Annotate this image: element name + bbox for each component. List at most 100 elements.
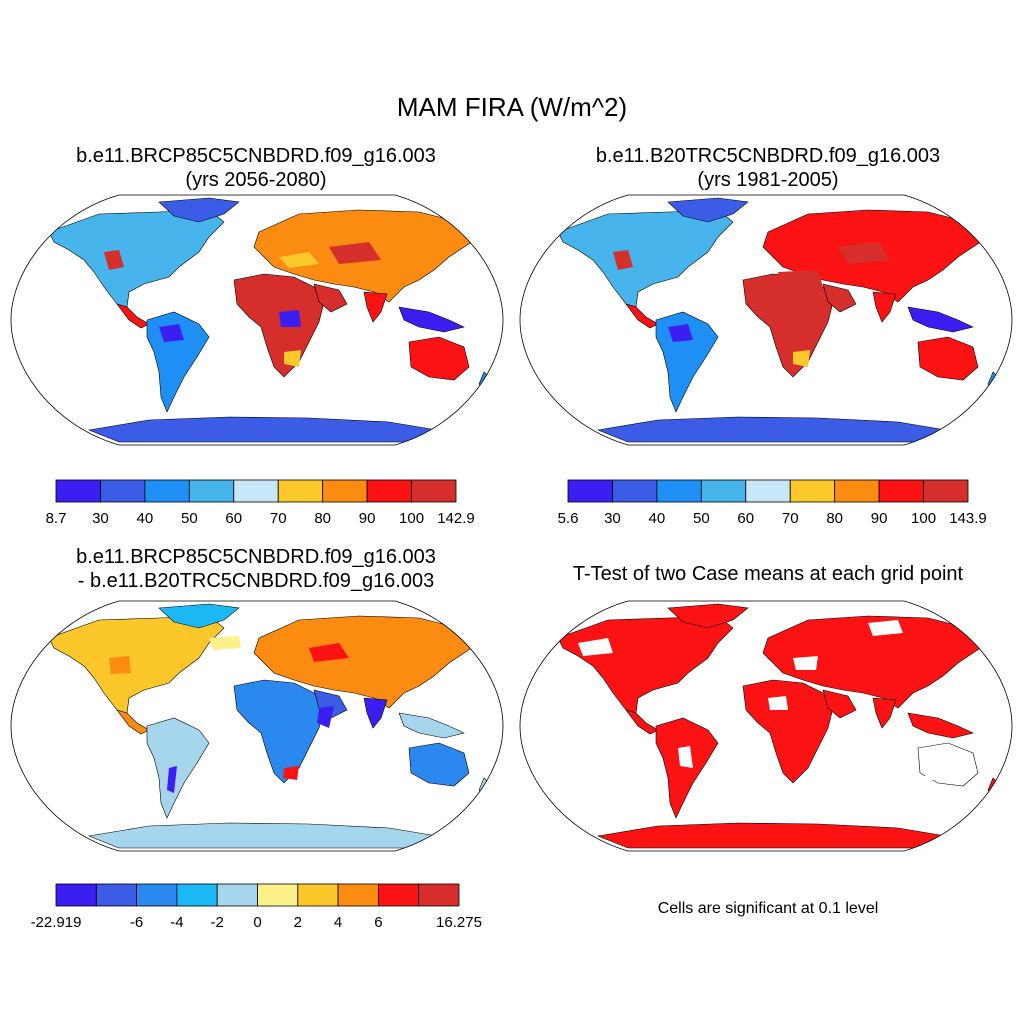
colorbar-box [377,883,420,907]
colorbar-box [878,479,924,503]
continent-arabia [822,283,857,313]
colorbar-label: 70 [782,510,799,526]
continent-greenland [667,197,749,223]
colorbar-label: 143.9 [949,510,987,526]
continent-south-america [146,717,210,819]
colorbar-box [176,883,218,907]
continent-europe-asia [253,615,480,709]
colorbar-box [789,479,836,503]
colorbar-label: 80 [314,510,331,526]
panel-future-title-line2: (yrs 2056-2080) [185,169,327,191]
colorbar-box [612,479,658,503]
colorbar-label: 5.6 [558,510,579,526]
panel-historical-title-line1: b.e11.B20TRC5CNBDRD.f09_g16.003 [595,145,941,167]
continent-south-america [655,717,719,819]
map-panel-future [10,194,504,446]
field-patch [868,620,903,636]
colorbar-box [100,479,146,503]
field-patch [793,656,818,670]
colorbar-label: 40 [137,510,154,526]
panel-difference-title: b.e11.BRCP85C5CNBDRD.f09_g16.003 - b.e11… [0,545,512,593]
map-panel-difference [10,600,504,852]
continent-india [872,291,897,323]
field-patch [613,250,633,270]
continent-arabia [822,689,857,719]
panel-ttest-title-line1: T-Test of two Case means at each grid po… [572,563,964,585]
colorbar-label: 6 [374,914,382,930]
continent-australia [917,336,979,381]
field-patch [283,766,299,780]
continent-greenland [667,603,749,629]
colorbar-box [418,883,460,907]
colorbar-box [567,479,613,503]
colorbar-box [233,479,279,503]
colorbar-label: 100 [911,510,936,526]
colorbar-future: 8.7 30 40 50 60 70 80 90 100 142.9 [46,479,475,526]
colorbar-label: 90 [359,510,376,526]
continent-se-asia-islands [398,712,465,739]
colorbar-label: 60 [737,510,754,526]
colorbar-box [700,479,747,503]
colorbar-box [322,479,368,503]
colorbar-label: 16.275 [436,914,482,930]
colorbar-box [216,883,258,907]
colorbar-label: 30 [92,510,109,526]
panel-historical-title: b.e11.B20TRC5CNBDRD.f09_g16.003 (yrs 198… [512,144,1024,192]
land-cells [48,197,495,443]
field-patch [668,324,693,342]
field-patch [923,766,946,780]
field-patch [279,310,301,327]
colorbar-label: 0 [253,914,261,930]
continent-antarctica [87,822,450,849]
continent-europe-asia [762,615,989,709]
continent-arabia [313,689,348,719]
field-patch [104,250,124,270]
panel-future-title-line1: b.e11.BRCP85C5CNBDRD.f09_g16.003 [76,145,436,167]
figure-title: MAM FIRA (W/m^2) [396,92,628,122]
field-patch [768,696,788,710]
colorbar-box [297,883,339,907]
continent-australia [408,336,470,381]
map-outline [519,194,1013,446]
continent-arabia [313,283,348,313]
colorbar-label: 100 [399,510,424,526]
colorbar-box [834,479,880,503]
colorbar-box [411,479,457,503]
colorbar-historical: 5.6 30 40 50 60 70 80 90 100 143.9 [558,479,987,526]
continent-greenland [158,603,240,629]
colorbar-label: 2 [294,914,302,930]
continent-se-asia-islands [907,306,974,333]
colorbar-box [95,883,138,907]
colorbar-label: 50 [693,510,710,526]
colorbar-box [188,479,235,503]
panel-difference-title-line2: - b.e11.B20TRC5CNBDRD.f09_g16.003 [77,570,435,592]
colorbar-box [55,479,101,503]
continent-india [363,697,388,729]
colorbar-label: 70 [270,510,287,526]
continent-india [363,291,388,323]
field-patch [329,242,381,264]
continent-greenland [158,197,240,223]
continent-africa [742,679,834,784]
continent-india [872,697,897,729]
panel-future-title: b.e11.BRCP85C5CNBDRD.f09_g16.003 (yrs 20… [0,144,512,192]
land-cells [557,197,1004,443]
field-patch [279,252,319,268]
continent-antarctica [596,822,959,849]
land-cells [557,603,1004,849]
colorbar-box [144,479,190,503]
colorbar-label: -4 [170,914,183,930]
land-cells [48,603,495,849]
field-patch [284,350,301,367]
panel-historical-title-line2: (yrs 1981-2005) [697,169,839,191]
colorbar-label: 30 [604,510,621,526]
colorbar-box [55,883,97,907]
colorbar-label: 8.7 [46,510,67,526]
map-panel-ttest [519,600,1013,852]
map-outline [519,600,1013,852]
colorbar-label: 80 [826,510,843,526]
colorbar-box [656,479,702,503]
significance-note: Cells are significant at 0.1 level [657,900,879,917]
map-panel-historical [519,194,1013,446]
colorbar-label: 4 [334,914,342,930]
